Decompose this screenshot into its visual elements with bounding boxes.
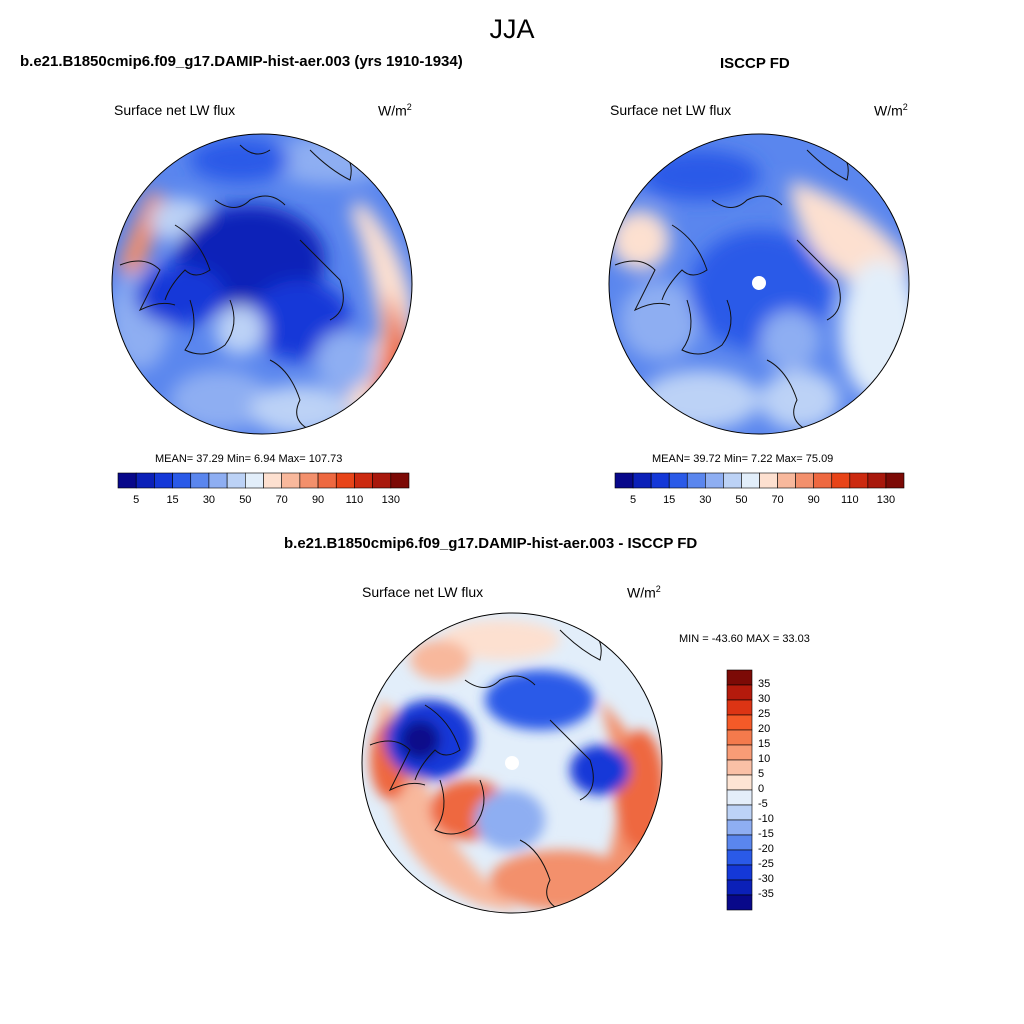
diff-colorbar-tick-label: -25 [758,858,774,870]
diff-colorbar-box [726,699,753,716]
obs-colorbar-tick-label: 5 [630,494,637,506]
diff-colorbar-box [726,849,753,866]
model-colorbar [117,472,410,489]
model-colorbar-tick-label: 110 [345,494,364,506]
diff-colorbar-tick-label: -15 [758,828,774,840]
obs-units: W/m2 [874,102,908,119]
model-colorbar-box [190,472,210,489]
diff-colorbar-tick-label: 20 [758,723,771,735]
model-colorbar-box [172,472,192,489]
model-colorbar-box [281,472,301,489]
diff-colorbar-tick-label: 15 [758,738,771,750]
obs-colorbar-box [795,472,814,489]
obs-colorbar-box [741,472,760,489]
diff-colorbar-box [726,774,753,791]
diff-colorbar-box [726,864,753,881]
obs-colorbar-box [885,472,905,489]
model-colorbar-tick-label: 50 [239,494,252,506]
diff-colorbar-box [726,744,753,761]
diff-variable-label: Surface net LW flux [362,584,484,600]
model-colorbar-box [390,472,410,489]
diff-colorbar-box [726,894,753,911]
model-panel-title: b.e21.B1850cmip6.f09_g17.DAMIP-hist-aer.… [20,53,463,70]
diff-colorbar-tick-label: 10 [758,753,771,765]
obs-colorbar-tick-label: 70 [771,494,784,506]
diff-colorbar-tick-label: 35 [758,678,771,690]
model-colorbar-box [208,472,228,489]
diff-colorbar-box [726,789,753,806]
diff-colorbar-box [726,879,753,896]
diff-colorbar-box [726,834,753,851]
model-colorbar-box [263,472,282,489]
model-colorbar-box [354,472,373,489]
diff-colorbar-tick-label: 5 [758,768,765,780]
obs-colorbar-tick-label: 130 [876,494,896,506]
diff-panel-title: b.e21.B1850cmip6.f09_g17.DAMIP-hist-aer.… [284,535,698,552]
diff-colorbar [726,669,753,911]
diff-colorbar-tick-label: -35 [758,888,774,900]
season-title: JJA [489,14,535,44]
obs-stats: MEAN= 39.72 Min= 7.22 Max= 75.09 [652,453,834,465]
model-colorbar-box [317,472,337,489]
diff-colorbar-tick-label: -5 [758,798,768,810]
model-colorbar-tick-label: 90 [311,494,325,506]
obs-colorbar-tick-label: 50 [735,494,748,506]
obs-colorbar-box [723,472,742,489]
model-colorbar-tick-label: 70 [275,494,288,506]
obs-colorbar-box [777,472,796,489]
obs-colorbar-box [650,472,670,489]
obs-colorbar-box [813,472,833,489]
obs-colorbar-box [632,472,652,489]
model-colorbar-box [245,472,264,489]
obs-colorbar-tick-label: 90 [807,494,820,506]
obs-colorbar [614,472,905,489]
model-colorbar-box [372,472,392,489]
diff-colorbar-box [726,819,753,836]
model-colorbar-tick-label: 5 [133,494,140,506]
diff-colorbar-tick-label: -20 [758,843,774,855]
diff-colorbar-tick-label: -10 [758,813,774,825]
obs-panel-title: ISCCP FD [720,55,790,72]
diff-colorbar-box [726,714,753,731]
obs-map [609,134,909,434]
obs-variable-label: Surface net LW flux [610,102,732,118]
model-colorbar-tick-label: 15 [166,494,179,506]
diff-colorbar-box [726,804,753,821]
obs-colorbar-tick-label: 15 [663,494,676,506]
diff-colorbar-box [726,729,753,746]
obs-colorbar-box [668,472,688,489]
obs-colorbar-tick-label: 30 [699,494,712,506]
diff-stats: MIN = -43.60 MAX = 33.03 [679,633,810,645]
model-colorbar-box [135,472,155,489]
model-colorbar-box [226,472,246,489]
diff-colorbar-box [726,759,753,776]
diff-colorbar-tick-label: 30 [758,693,771,705]
model-colorbar-box [335,472,355,489]
diff-colorbar-box [726,669,753,686]
diff-units: W/m2 [627,584,661,601]
diff-colorbar-box [726,684,753,701]
diff-colorbar-tick-label: -30 [758,873,774,885]
model-units: W/m2 [378,102,412,119]
obs-colorbar-box [849,472,869,489]
diff-colorbar-tick-label: 25 [758,708,771,720]
model-colorbar-box [154,472,173,489]
model-colorbar-tick-label: 30 [202,494,216,506]
obs-colorbar-box [686,472,706,489]
model-variable-label: Surface net LW flux [114,102,236,118]
diff-colorbar-tick-label: 0 [758,783,765,795]
model-colorbar-box [299,472,319,489]
model-colorbar-box [117,472,137,489]
model-stats: MEAN= 37.29 Min= 6.94 Max= 107.73 [155,453,343,465]
model-colorbar-tick-label: 130 [381,494,400,506]
obs-colorbar-box [831,472,851,489]
obs-colorbar-box [614,472,634,489]
obs-colorbar-box [759,472,778,489]
obs-colorbar-tick-label: 110 [841,494,859,506]
obs-colorbar-box [867,472,887,489]
obs-colorbar-box [705,472,724,489]
